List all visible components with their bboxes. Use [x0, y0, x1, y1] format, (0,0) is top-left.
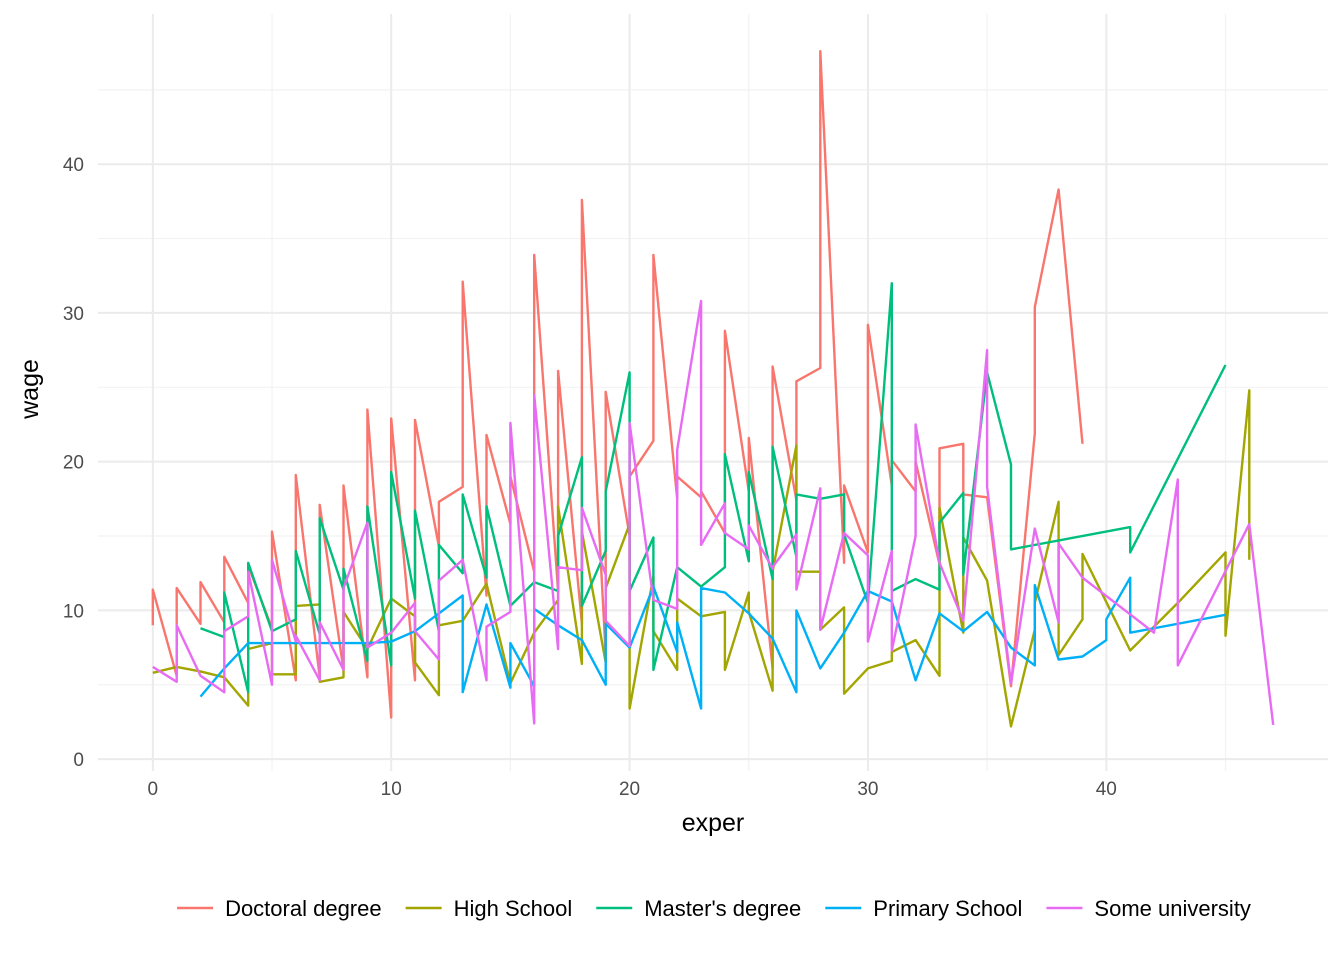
grid-lines: [98, 14, 1328, 771]
x-tick-label: 30: [857, 779, 878, 800]
series-line-some-university: [152, 299, 1275, 726]
x-tick-label: 20: [619, 779, 640, 800]
series-line-master-s-degree: [200, 282, 1227, 694]
y-tick-label: 40: [63, 155, 84, 176]
x-axis-title: exper: [682, 809, 745, 837]
y-tick-label: 20: [63, 453, 84, 474]
legend-item-master-s-degree: Master's degree: [596, 896, 801, 921]
series-line-primary-school: [199, 576, 1226, 710]
y-axis-ticks: 0 10 20 30 40: [63, 155, 84, 771]
x-tick-label: 10: [381, 779, 402, 800]
legend-label-some-university: Some university: [1094, 896, 1251, 921]
legend-label-master-s-degree: Master's degree: [644, 896, 801, 921]
y-tick-label: 30: [63, 304, 84, 325]
series-lines: [151, 50, 1275, 728]
legend-item-some-university: Some university: [1046, 896, 1251, 921]
y-tick-label: 10: [63, 601, 84, 622]
x-tick-label: 0: [148, 779, 159, 800]
y-tick-label: 0: [73, 750, 84, 771]
legend-item-doctoral-degree: Doctoral degree: [177, 896, 382, 921]
legend-label-primary-school: Primary School: [873, 896, 1022, 921]
series-line-doctoral-degree: [151, 50, 1084, 719]
legend-label-doctoral-degree: Doctoral degree: [225, 896, 382, 921]
legend-item-primary-school: Primary School: [825, 896, 1022, 921]
legend: Doctoral degree High School Master's degre…: [177, 896, 1251, 921]
x-axis-ticks: 0 10 20 30 40: [148, 779, 1117, 800]
legend-label-high-school: High School: [454, 896, 573, 921]
legend-item-high-school: High School: [405, 896, 573, 921]
x-tick-label: 40: [1096, 779, 1117, 800]
y-axis-title: wage: [16, 359, 44, 420]
